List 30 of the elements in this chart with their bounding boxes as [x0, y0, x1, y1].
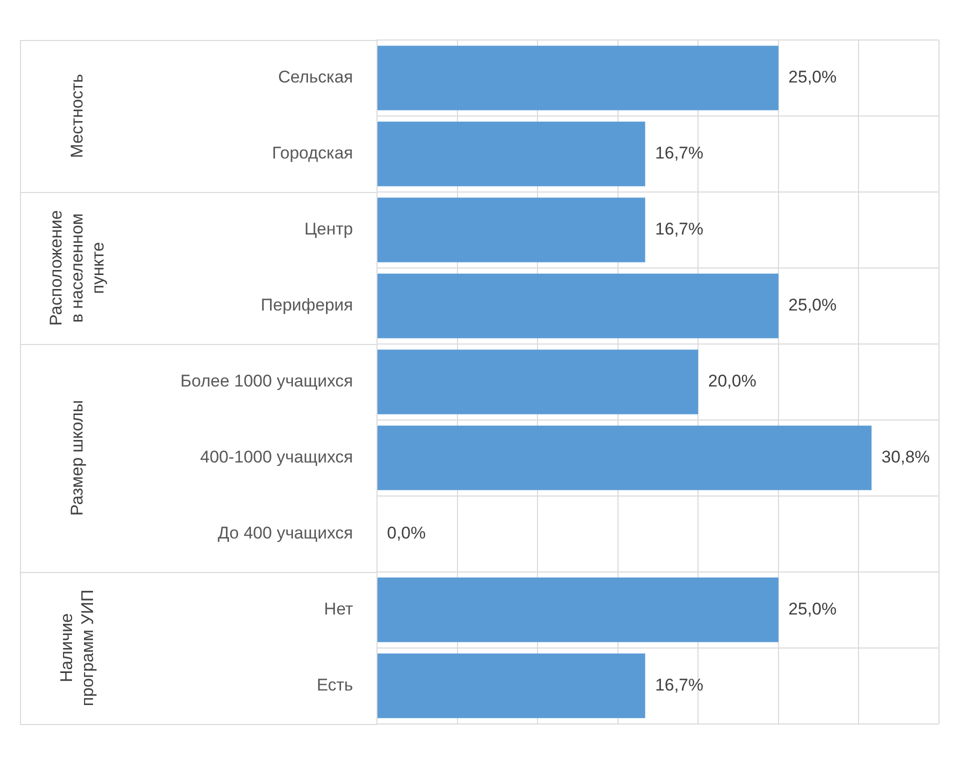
- y-tick-label: Сельская: [278, 68, 353, 87]
- data-label: 20,0%: [708, 372, 756, 391]
- bar: [378, 122, 646, 186]
- data-label: 30,8%: [882, 448, 930, 467]
- data-label: 25,0%: [788, 68, 837, 87]
- y-tick-label: Есть: [316, 676, 354, 694]
- text: Расположение в населенном пункте: [46, 210, 108, 326]
- y-tick-label: Городская: [272, 144, 353, 163]
- data-label: 16,7%: [655, 220, 704, 239]
- text: Размер школы: [68, 400, 87, 516]
- data-label: 25,0%: [788, 296, 837, 315]
- y-tick-label: Более 1000 учащихся: [180, 372, 353, 391]
- text: Местность: [68, 74, 87, 158]
- data-label: 16,7%: [655, 676, 704, 694]
- bar: [378, 274, 778, 338]
- y-tick-label: 400-1000 учащихся: [200, 448, 353, 467]
- bar: [378, 654, 646, 718]
- text: Наличие программ УИП: [57, 590, 98, 706]
- bar: [378, 578, 778, 642]
- bar: [378, 198, 646, 262]
- bar: [378, 426, 872, 490]
- y-tick-label: Нет: [324, 600, 354, 619]
- bar: [378, 350, 698, 414]
- data-label: 25,0%: [788, 600, 837, 619]
- y-tick-label: Центр: [304, 220, 353, 239]
- data-label: 0,0%: [387, 524, 426, 543]
- y-tick-label: До 400 учащихся: [218, 524, 353, 543]
- bar: [378, 46, 778, 110]
- data-label: 16,7%: [655, 144, 704, 163]
- y-tick-label: Периферия: [260, 296, 353, 315]
